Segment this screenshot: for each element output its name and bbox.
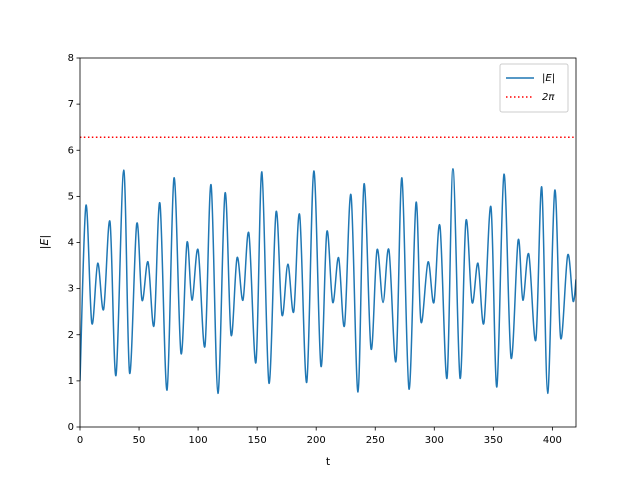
- x-tick-label: 400: [543, 435, 562, 446]
- x-tick-label: 200: [307, 435, 326, 446]
- x-axis-label: t: [326, 455, 331, 468]
- x-tick-label: 300: [425, 435, 444, 446]
- y-tick-label: 5: [68, 191, 74, 202]
- legend-label: 2π: [542, 92, 555, 103]
- y-axis-label: |E|: [38, 235, 51, 249]
- plot-frame: [79, 57, 577, 428]
- x-tick-label: 100: [189, 435, 208, 446]
- y-tick-label: 8: [68, 53, 74, 64]
- legend-label: |E|: [542, 73, 555, 84]
- x-tick-label: 0: [77, 435, 83, 446]
- y-tick-label: 1: [68, 376, 74, 387]
- x-tick-label: 150: [248, 435, 267, 446]
- y-tick-label: 3: [68, 284, 74, 295]
- y-tick-label: 7: [68, 99, 74, 110]
- legend-box: [499, 63, 569, 113]
- y-tick-label: 4: [68, 238, 74, 249]
- y-tick-label: 6: [68, 145, 74, 156]
- x-tick-label: 250: [366, 435, 385, 446]
- data-line: [80, 167, 576, 395]
- x-tick-label: 350: [484, 435, 503, 446]
- y-tick-label: 0: [68, 422, 74, 433]
- x-tick-label: 50: [133, 435, 146, 446]
- y-tick-label: 2: [68, 330, 74, 341]
